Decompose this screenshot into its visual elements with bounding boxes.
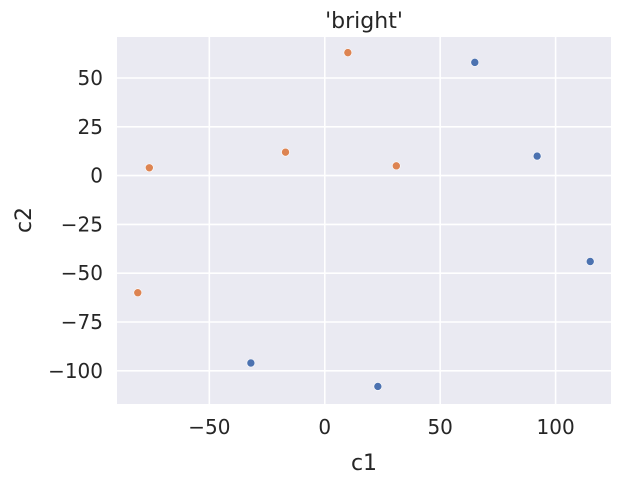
y-tick-label: 50 <box>78 66 103 90</box>
scatter-point-series-2 <box>343 48 353 57</box>
x-axis-label: c1 <box>351 451 377 476</box>
x-tick-label: 50 <box>427 415 452 439</box>
y-tick-label: −75 <box>61 310 103 334</box>
scatter-point-series-1 <box>532 151 542 161</box>
scatter-point-series-1 <box>246 358 256 368</box>
scatter-point-series-1 <box>585 257 595 266</box>
x-tick-label: 100 <box>537 415 575 439</box>
y-tick-label: −100 <box>48 359 103 383</box>
scatter-point-series-1 <box>373 382 383 391</box>
x-tick-label: 0 <box>318 415 331 439</box>
scatter-point-series-2 <box>392 161 401 171</box>
y-axis-label: c2 <box>12 207 37 233</box>
scatter-point-series-2 <box>281 147 290 157</box>
grid <box>117 37 611 404</box>
scatter-point-series-2 <box>133 288 143 298</box>
tick-labels: −50 0 50 100 −100 −75 −50 −25 0 25 50 <box>48 66 575 439</box>
chart-title: 'bright' <box>325 9 403 34</box>
y-tick-label: 0 <box>90 164 103 188</box>
y-tick-label: 25 <box>78 115 103 139</box>
y-tick-label: −25 <box>61 212 103 236</box>
data-points <box>133 48 595 391</box>
scatter-point-series-2 <box>145 163 154 173</box>
y-tick-label: −50 <box>61 261 103 285</box>
plot-area <box>117 37 611 404</box>
scatter-point-series-1 <box>470 58 480 67</box>
x-tick-label: −50 <box>188 415 230 439</box>
